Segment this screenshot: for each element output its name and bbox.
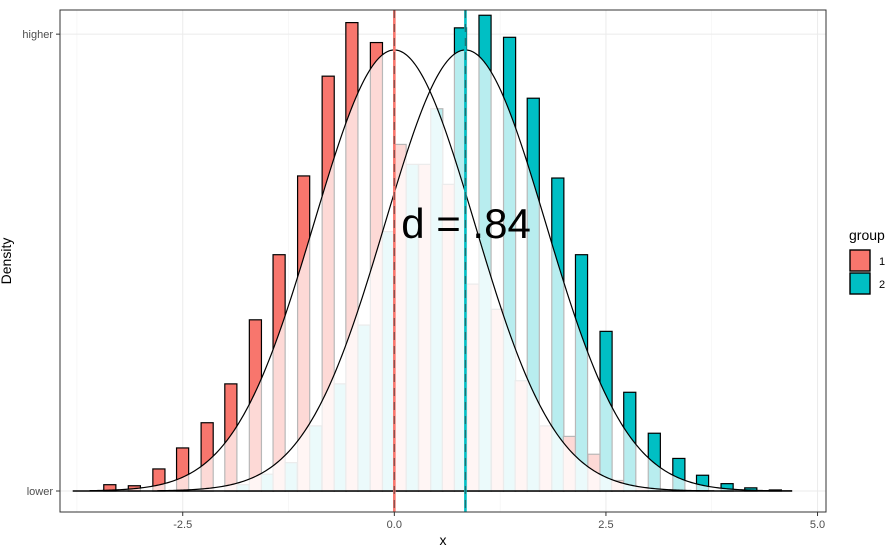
density-curves [72, 49, 793, 492]
x-tick-label: -2.5 [173, 519, 192, 531]
mean-lines [393, 10, 467, 512]
x-tick-label: 0.0 [387, 519, 402, 531]
plot-panel-border [59, 9, 827, 513]
legend-label-group-1: 1 [879, 256, 885, 268]
legend-label-group-2: 2 [879, 279, 885, 291]
y-tick-label: lower [27, 486, 54, 498]
density-curve-group-1 [89, 49, 715, 492]
density-area-group-2 [157, 49, 793, 491]
legend-key-group-1 [849, 249, 871, 272]
y-axis-title: Density [0, 238, 14, 285]
x-axis-title: x [440, 532, 447, 548]
x-axis: -2.5 0.0 2.5 5.0 [173, 512, 825, 531]
x-tick-label: 2.5 [598, 519, 613, 531]
legend: group 1 2 [849, 227, 885, 295]
y-axis: higher lower [22, 29, 60, 498]
y-tick-label: higher [22, 29, 53, 41]
density-curve-group-2 [157, 49, 793, 492]
x-tick-label: 5.0 [810, 519, 825, 531]
legend-title: group [849, 227, 885, 243]
legend-key-group-2 [849, 272, 871, 295]
effect-size-annotation: d = .84 [401, 200, 531, 247]
